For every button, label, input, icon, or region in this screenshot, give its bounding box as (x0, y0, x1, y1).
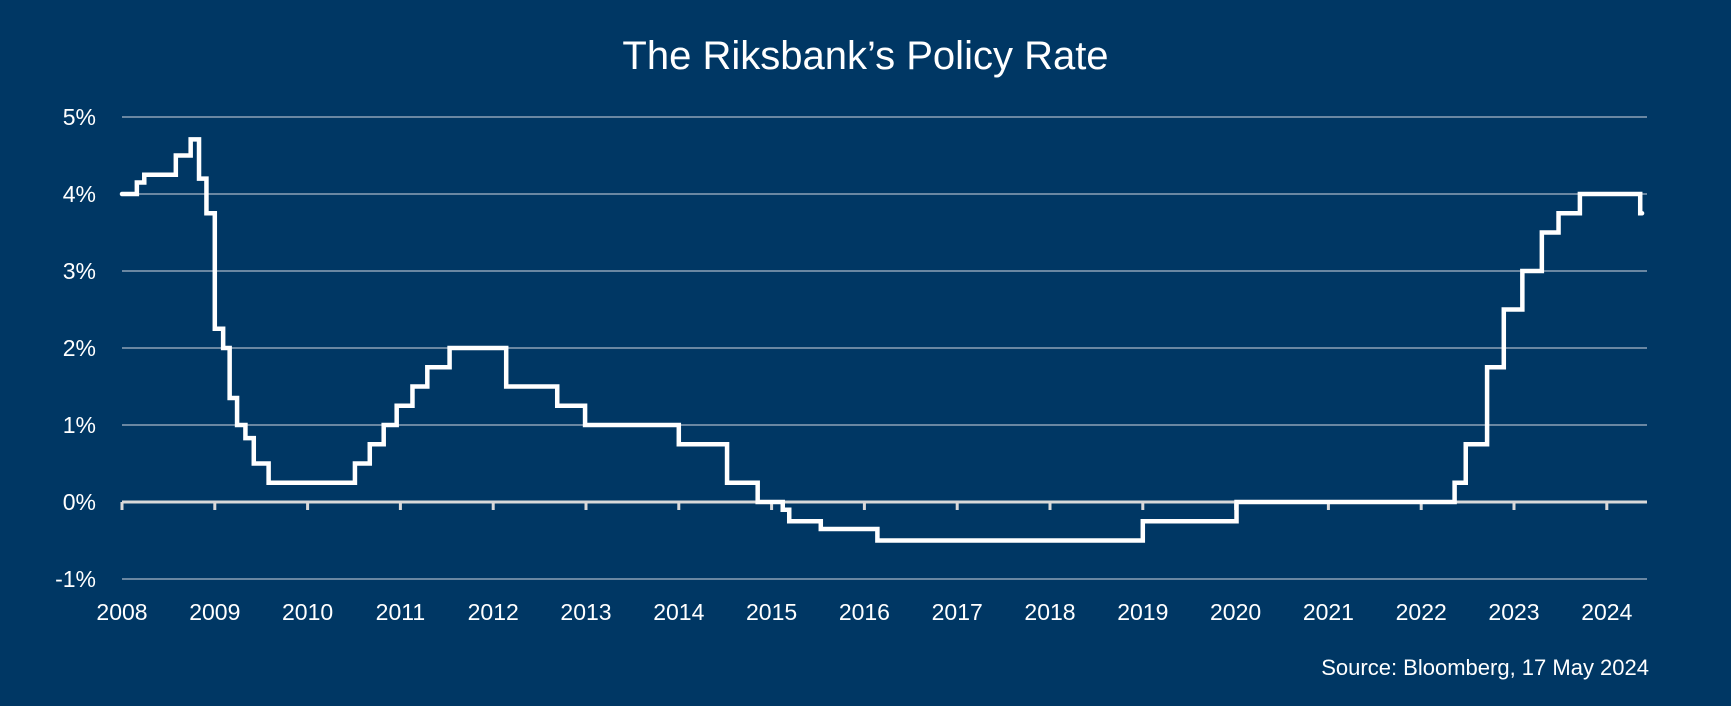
x-tick-label: 2018 (1024, 599, 1075, 625)
x-tick-label: 2019 (1117, 599, 1168, 625)
x-tick-label: 2022 (1396, 599, 1447, 625)
y-tick-label: 5% (63, 104, 96, 130)
x-tick-label: 2024 (1581, 599, 1632, 625)
x-tick-label: 2023 (1488, 599, 1539, 625)
x-tick-label: 2021 (1303, 599, 1354, 625)
x-tick-label: 2013 (560, 599, 611, 625)
x-tick-label: 2020 (1210, 599, 1261, 625)
chart-title: The Riksbank’s Policy Rate (622, 34, 1109, 78)
source-note: Source: Bloomberg, 17 May 2024 (1321, 655, 1649, 680)
y-tick-label: 2% (63, 335, 96, 361)
x-tick-label: 2011 (376, 599, 425, 625)
x-tick-label: 2009 (189, 599, 240, 625)
y-tick-label: -1% (55, 566, 96, 592)
policy-rate-line (119, 137, 1645, 543)
y-tick-label: 4% (63, 181, 96, 207)
x-tick-label: 2016 (839, 599, 890, 625)
x-tick-label: 2010 (282, 599, 333, 625)
y-tick-label: 0% (63, 489, 96, 515)
x-tick-label: 2017 (932, 599, 983, 625)
y-tick-label: 3% (63, 258, 96, 284)
x-tick-label: 2014 (653, 599, 704, 625)
y-tick-label: 1% (63, 412, 96, 438)
x-tick-label: 2015 (746, 599, 797, 625)
x-tick-label: 2008 (96, 599, 147, 625)
x-tick-label: 2012 (468, 599, 519, 625)
